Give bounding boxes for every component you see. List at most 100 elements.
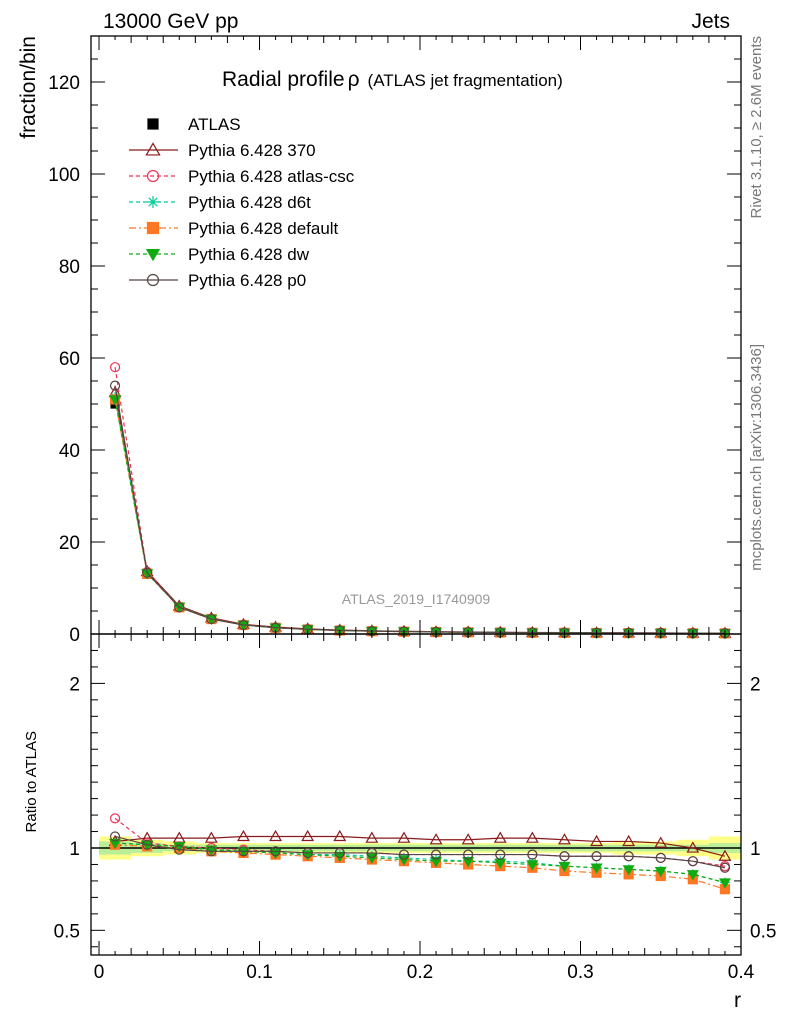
y-tick-label-bottom-right: 2 xyxy=(750,674,761,695)
x-tick-label: 0.1 xyxy=(246,962,272,983)
point-atlascsc xyxy=(109,362,121,373)
ratio-point-p370 xyxy=(429,833,443,845)
ratio-point-p370 xyxy=(333,829,347,842)
ratio-point-dw xyxy=(654,866,667,878)
ratio-point-dw xyxy=(462,856,475,868)
ratio-point-p0 xyxy=(238,846,249,857)
ratio-point-dw xyxy=(237,847,250,858)
legend-marker-atlascsc xyxy=(146,169,160,183)
legend-label-d6t: Pythia 6.428 d6t xyxy=(188,193,311,212)
ratio-point-p0 xyxy=(302,847,313,859)
main-subtitle: (ATLAS jet fragmentation) xyxy=(368,71,563,90)
ratio-point-p0 xyxy=(687,856,698,867)
ratio-point-p370 xyxy=(461,833,475,845)
ratio-line-p370 xyxy=(115,835,726,857)
x-tick-label: 0 xyxy=(94,962,105,983)
ratio-point-p0 xyxy=(398,849,410,860)
legend-label-default: Pythia 6.428 default xyxy=(188,219,339,238)
ratio-point-p0 xyxy=(334,847,345,859)
legend-label-ATLAS: ATLAS xyxy=(188,115,241,134)
ratio-point-dw xyxy=(205,845,218,856)
y-tick-label-bottom: 2 xyxy=(69,674,80,695)
legend: ATLAS Pythia 6.428 370 Pythia 6.428 atlas-… xyxy=(129,115,355,290)
ratio-point-p0 xyxy=(559,851,570,862)
ratio-point-p370 xyxy=(301,829,315,842)
ratio-point-dw xyxy=(430,856,443,868)
ratio-point-p370 xyxy=(269,829,283,842)
ratio-point-p370 xyxy=(718,849,732,861)
ratio-point-p0 xyxy=(206,846,217,857)
legend-label-p370: Pythia 6.428 370 xyxy=(188,141,316,160)
ratio-line-dw xyxy=(115,842,726,884)
legend-marker-ATLAS xyxy=(147,118,159,130)
point-p0 xyxy=(109,380,121,391)
y-axis-label-bottom: Ratio to ATLAS xyxy=(23,731,40,832)
ratio-point-p0 xyxy=(463,849,474,860)
side-label-rivet: Rivet 3.1.10, ≥ 2.6M events xyxy=(748,36,765,219)
point-p0 xyxy=(206,613,217,625)
ratio-line-p0 xyxy=(114,835,726,869)
ratio-point-dw xyxy=(526,860,539,871)
ratio-point-p370 xyxy=(397,831,411,843)
watermark: ATLAS_2019_I1740909 xyxy=(342,591,491,607)
ratio-point-dw xyxy=(173,842,186,853)
ratio-point-p370 xyxy=(365,831,379,843)
y-tick-label-bottom: 0.5 xyxy=(54,921,80,942)
ratio-point-p0 xyxy=(591,851,602,862)
ratio-point-p370 xyxy=(172,831,186,843)
y-tick-label-top: 120 xyxy=(48,73,80,94)
ratio-point-p370 xyxy=(525,831,539,843)
ratio-point-p0 xyxy=(142,839,153,850)
x-tick-label: 0.4 xyxy=(728,962,755,983)
legend-label-dw: Pythia 6.428 dw xyxy=(188,245,310,264)
ratio-point-p0 xyxy=(109,831,121,842)
ratio-point-dw xyxy=(622,865,635,876)
ratio-point-dw xyxy=(590,863,603,874)
ratio-point-p370 xyxy=(654,836,668,848)
point-p0 xyxy=(238,619,249,631)
y-tick-label-bottom-right: 1 xyxy=(750,839,761,860)
legend-marker-p370 xyxy=(145,142,161,156)
y-tick-label-bottom-right: 0.5 xyxy=(750,921,776,942)
side-label-mcplots: mcplots.cern.ch [arXiv:1306.3436] xyxy=(748,344,765,571)
y-axis-label-top: fraction/bin xyxy=(17,36,40,139)
y-tick-label-top: 40 xyxy=(59,441,80,462)
ratio-point-p370 xyxy=(204,831,218,843)
point-p0 xyxy=(174,602,185,613)
x-axis-label: r xyxy=(734,989,741,1012)
y-tick-label-top: 100 xyxy=(48,165,80,186)
legend-label-p0: Pythia 6.428 p0 xyxy=(188,271,306,290)
ratio-point-dw xyxy=(558,861,571,873)
legend-marker-p0 xyxy=(146,273,160,287)
legend-marker-dw xyxy=(145,249,161,262)
ratio-point-p370 xyxy=(493,831,507,843)
y-tick-label-top: 80 xyxy=(59,257,80,278)
ratio-point-p0 xyxy=(527,849,538,860)
ratio-point-p0 xyxy=(366,847,377,859)
y-tick-label-bottom: 1 xyxy=(69,839,80,860)
ratio-point-p370 xyxy=(622,834,636,847)
ratio-point-p0 xyxy=(655,852,666,863)
legend-label-atlascsc: Pythia 6.428 atlas-csc xyxy=(188,167,355,186)
x-tick-label: 0.2 xyxy=(407,962,433,983)
ratio-point-p0 xyxy=(495,849,506,860)
ratio-point-dw xyxy=(686,870,699,881)
legend-marker-d6t xyxy=(146,195,160,209)
ratio-point-atlascsc xyxy=(109,813,121,824)
bottom-frame xyxy=(90,633,742,956)
ratio-point-p0 xyxy=(719,862,731,873)
ratio-point-p370 xyxy=(237,829,250,842)
bottom-panel: 0 0.1 0.2 0.3 0.4 0.5 0.5 1 1 2 2 xyxy=(54,36,776,983)
header-right: Jets xyxy=(691,10,730,33)
y-tick-label-top: 60 xyxy=(59,349,80,370)
x-tick-label: 0.3 xyxy=(567,962,593,983)
ratio-point-p370 xyxy=(686,841,700,853)
ratio-point-p0 xyxy=(623,851,634,862)
point-p0 xyxy=(142,567,153,578)
ratio-point-dw xyxy=(109,838,122,850)
y-tick-label-top: 0 xyxy=(69,625,80,646)
y-tick-label-top: 20 xyxy=(59,533,80,554)
main-title-symbol: ρ xyxy=(348,68,360,91)
ratio-point-p370 xyxy=(558,833,571,845)
